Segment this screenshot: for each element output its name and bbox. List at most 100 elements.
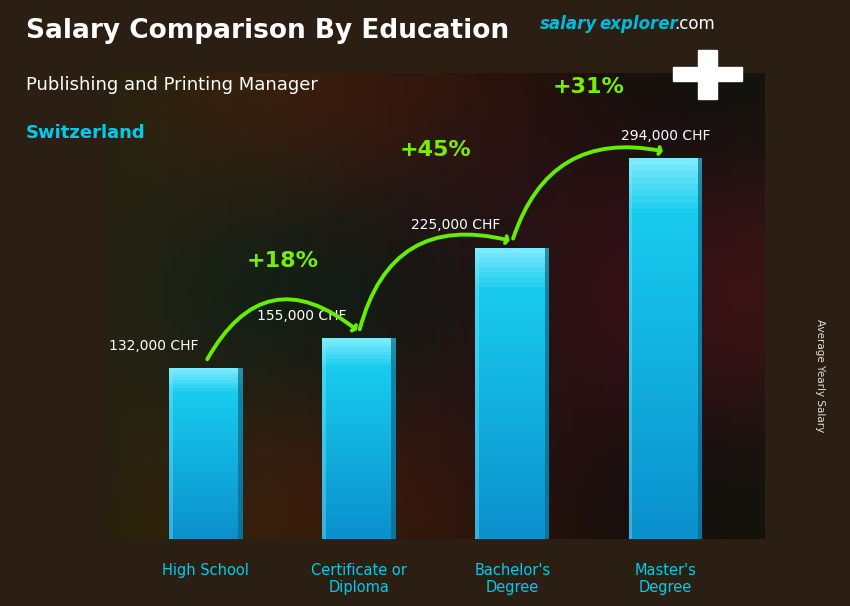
Bar [322, 402, 396, 405]
Bar [169, 528, 242, 531]
Bar [629, 235, 702, 241]
Bar [629, 438, 702, 444]
Text: Master's
Degree: Master's Degree [634, 562, 696, 595]
Bar [322, 405, 396, 409]
Bar [322, 462, 396, 465]
Bar [475, 501, 549, 505]
Bar [322, 422, 396, 425]
Bar [475, 481, 549, 486]
Bar [475, 408, 549, 413]
Bar [322, 445, 396, 449]
Bar [322, 348, 396, 352]
Bar [629, 527, 702, 533]
Bar [629, 482, 702, 488]
Text: Switzerland: Switzerland [26, 124, 145, 142]
Bar [169, 377, 242, 379]
Bar [475, 438, 549, 442]
Bar [169, 485, 242, 488]
Bar [475, 359, 549, 364]
Bar [629, 488, 702, 495]
Bar [169, 459, 242, 462]
Bar [629, 304, 702, 311]
Bar [629, 178, 702, 184]
Bar [475, 335, 549, 340]
Bar [322, 419, 396, 422]
Bar [475, 471, 549, 476]
Bar [475, 262, 549, 267]
Bar [169, 431, 242, 434]
Bar [475, 301, 549, 306]
Bar [629, 431, 702, 438]
Bar [629, 375, 702, 381]
Bar [169, 499, 242, 502]
Bar [169, 388, 242, 391]
Bar [475, 340, 549, 345]
Bar [322, 436, 396, 439]
Bar [475, 248, 549, 253]
Bar [629, 279, 702, 285]
Bar [629, 514, 702, 521]
Bar [475, 467, 549, 471]
Bar [322, 442, 396, 445]
Text: Publishing and Printing Manager: Publishing and Printing Manager [26, 76, 317, 94]
Bar [475, 388, 549, 393]
Bar [169, 482, 242, 485]
Bar [475, 525, 549, 530]
Bar [169, 408, 242, 411]
Bar [629, 298, 702, 304]
Bar [629, 330, 702, 336]
Text: Average Yearly Salary: Average Yearly Salary [815, 319, 825, 432]
Bar [169, 511, 242, 514]
Bar [169, 505, 242, 508]
Bar [169, 491, 242, 494]
Bar [322, 338, 326, 539]
Text: Bachelor's
Degree: Bachelor's Degree [474, 562, 550, 595]
Bar [475, 505, 549, 510]
Bar [322, 513, 396, 516]
Bar [629, 521, 702, 527]
Bar [169, 397, 242, 399]
Text: +45%: +45% [400, 141, 472, 161]
Bar [169, 454, 242, 457]
Bar [169, 382, 242, 385]
Bar [629, 165, 702, 171]
Bar [322, 499, 396, 502]
Bar [169, 414, 242, 417]
Bar [629, 273, 702, 279]
Bar [629, 222, 702, 228]
Bar [475, 403, 549, 408]
Bar [322, 392, 396, 395]
Bar [475, 306, 549, 311]
Bar [322, 368, 396, 372]
Bar [475, 442, 549, 447]
Bar [169, 374, 242, 377]
Bar [475, 364, 549, 369]
Bar [629, 495, 702, 501]
Text: 132,000 CHF: 132,000 CHF [109, 339, 198, 353]
Bar [322, 439, 396, 442]
Bar [322, 342, 396, 345]
Bar [475, 345, 549, 350]
Bar [322, 399, 396, 402]
Bar [545, 248, 549, 539]
Bar [475, 413, 549, 418]
Bar [169, 531, 242, 534]
Bar [475, 476, 549, 481]
Bar [322, 533, 396, 536]
Text: 225,000 CHF: 225,000 CHF [411, 218, 500, 232]
Bar [322, 452, 396, 456]
Bar [169, 494, 242, 496]
Bar [322, 425, 396, 429]
Bar [629, 228, 702, 235]
Bar [475, 355, 549, 359]
Bar [629, 393, 702, 399]
Bar [169, 445, 242, 448]
Bar [475, 321, 549, 325]
Bar [698, 50, 717, 99]
Bar [475, 433, 549, 438]
Bar [322, 416, 396, 419]
Bar [322, 359, 396, 362]
Bar [169, 379, 242, 382]
Bar [322, 449, 396, 452]
Text: salary: salary [540, 15, 597, 33]
